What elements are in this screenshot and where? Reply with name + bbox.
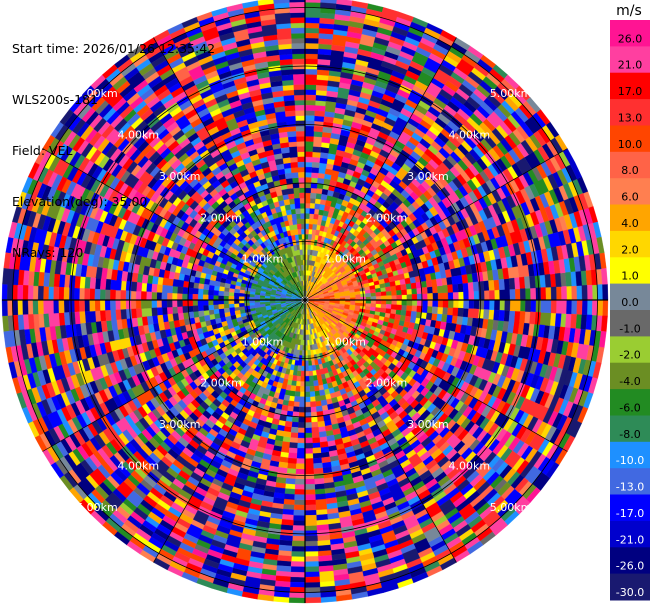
range-ring-labels: 1.00km 2.00km 3.00km 4.00km 5.00km 1.00km 2.00… — [76, 87, 531, 514]
range-ring-label: 1.00km — [242, 335, 284, 348]
velocity-bin-group — [3, 0, 602, 604]
colorbar-swatch — [610, 310, 650, 337]
colorbar-swatch — [610, 99, 650, 126]
colorbar-swatch — [610, 389, 650, 416]
range-ring-label: 5.00km — [76, 87, 118, 100]
azimuth-line — [42, 148, 306, 301]
colorbar-swatch — [610, 283, 650, 311]
range-ring-label: 3.00km — [407, 170, 449, 183]
range-ring-label: 4.00km — [118, 129, 160, 142]
azimuth-line — [153, 299, 306, 563]
range-ring-label: 4.00km — [449, 460, 491, 473]
colorbar-tick-label: -4.0 — [619, 375, 640, 388]
colorbar-swatch — [610, 46, 650, 74]
colorbar-tick-label: 6.0 — [621, 191, 639, 204]
azimuth-line — [304, 299, 568, 452]
colorbar-tick-label: -8.0 — [619, 428, 640, 441]
range-ring-label: 5.00km — [490, 87, 532, 100]
azimuth-line — [304, 37, 457, 301]
colorbar-tick-label: 21.0 — [618, 59, 643, 72]
colorbar-tick-label: 4.0 — [621, 217, 639, 230]
elevation-text: Elevation(deg): 35.00 — [12, 194, 148, 209]
colorbar-unit-label: m/s — [616, 3, 642, 19]
colorbar-swatch — [610, 125, 650, 153]
nrays-text: NRays: 120 — [12, 245, 84, 260]
colorbar-tick-label: 10.0 — [618, 138, 643, 151]
colorbar-swatch — [610, 520, 650, 548]
colorbar-tick-label: 2.0 — [621, 243, 639, 256]
colorbar-tick-label: -13.0 — [616, 481, 644, 494]
colorbar-swatch — [610, 72, 650, 100]
azimuth-line — [304, 299, 457, 563]
colorbar-tick-label: 1.0 — [621, 270, 639, 283]
colorbar-tick-label: 8.0 — [621, 164, 639, 177]
colorbar-swatch — [610, 468, 650, 496]
colorbar-tick-label: -6.0 — [619, 402, 640, 415]
colorbar-swatch — [610, 20, 650, 47]
colorbar-tick-label: 17.0 — [618, 85, 643, 98]
range-ring-label: 1.00km — [242, 253, 284, 266]
range-ring-label: 2.00km — [366, 211, 408, 224]
colorbar-tick-label: -2.0 — [619, 349, 640, 362]
colorbar-tick-label: -17.0 — [616, 507, 644, 520]
range-ring-label: 4.00km — [449, 129, 491, 142]
colorbar-swatch — [610, 415, 650, 443]
colorbar-swatch — [610, 494, 650, 522]
colorbar-tick-label: -30.0 — [616, 586, 644, 599]
range-ring-label: 5.00km — [490, 501, 532, 514]
colorbar-swatch — [610, 178, 650, 206]
range-ring-label: 1.00km — [324, 253, 366, 266]
colorbar-tick-label: -1.0 — [619, 322, 640, 335]
range-ring-label: 4.00km — [118, 460, 160, 473]
colorbar-swatch — [610, 362, 650, 390]
colorbar-tick-label: -26.0 — [616, 560, 644, 573]
colorbar-swatch — [610, 336, 650, 364]
range-ring-label: 3.00km — [407, 418, 449, 431]
colorbar-swatch — [610, 204, 650, 232]
instrument-text: WLS200s-181 — [12, 92, 98, 107]
colorbar-swatch — [610, 151, 650, 179]
colorbar-swatch — [610, 257, 650, 285]
colorbar-swatch — [610, 230, 650, 258]
range-ring-label: 2.00km — [366, 377, 408, 390]
range-ring-label: 3.00km — [159, 418, 201, 431]
colorbar: m/s 26.0 21.0 17.0 13.0 10.0 8.0 6.0 4.0 2.0 1.0 0.… — [610, 3, 650, 601]
azimuth-line — [304, 148, 568, 301]
azimuth-lines — [2, 0, 608, 603]
velocity-bin-group — [2, 2, 602, 595]
range-ring-label: 3.00km — [159, 170, 201, 183]
range-ring-label: 2.00km — [200, 211, 242, 224]
colorbar-tick-label: -21.0 — [616, 533, 644, 546]
start-time-text: Start time: 2026/01/26 12:35:42 — [12, 41, 216, 56]
scan-info: Start time: 2026/01/26 12:35:42 WLS200s-… — [12, 6, 215, 278]
range-ring-label: 2.00km — [200, 377, 242, 390]
range-ring-label: 5.00km — [76, 501, 118, 514]
colorbar-swatch — [610, 441, 650, 469]
range-ring-label: 1.00km — [324, 335, 366, 348]
field-text: Field: VEL — [12, 143, 73, 158]
azimuth-line — [153, 37, 306, 301]
ppi-scan-plot: 1.00km 2.00km 3.00km 4.00km 5.00km 1.00km 2.00… — [1, 0, 609, 604]
colorbar-tick-label: 26.0 — [618, 32, 643, 45]
colorbar-swatch — [610, 547, 650, 575]
colorbar-tick-label: -10.0 — [616, 454, 644, 467]
colorbar-tick-label: 13.0 — [618, 112, 643, 125]
colorbar-tick-label: 0.0 — [621, 296, 639, 309]
azimuth-line — [42, 299, 306, 452]
colorbar-swatch — [610, 573, 650, 601]
